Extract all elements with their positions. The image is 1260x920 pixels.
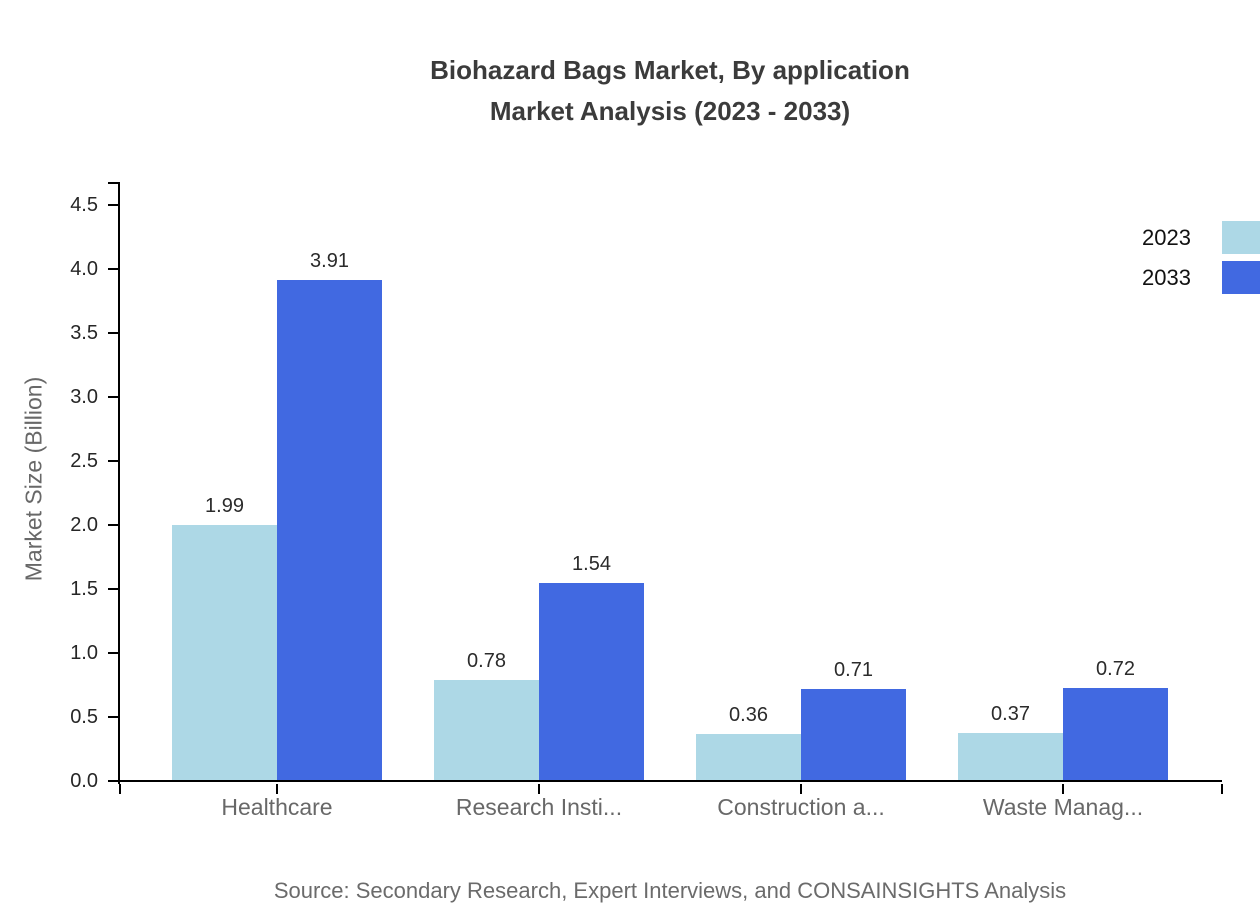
bar-2023-1	[434, 680, 539, 780]
y-tick-label: 0.5	[70, 706, 98, 728]
legend-label: 2033	[1142, 264, 1191, 290]
x-tick	[800, 784, 802, 794]
y-tick	[108, 588, 118, 590]
bar-value-label: 0.78	[467, 650, 506, 672]
x-tick	[276, 784, 278, 794]
y-tick	[108, 396, 118, 398]
y-tick	[108, 204, 118, 206]
x-category-label: Healthcare	[221, 794, 333, 820]
y-tick	[108, 268, 118, 270]
bar-2033-0	[277, 280, 382, 780]
bar-value-label: 0.37	[991, 703, 1030, 725]
y-tick	[108, 460, 118, 462]
y-axis-line	[118, 182, 120, 784]
bar-2023-2	[696, 734, 801, 780]
chart-title-line1: Biohazard Bags Market, By application	[430, 55, 910, 85]
bar-value-label: 3.91	[310, 250, 349, 272]
y-tick-label: 1.5	[70, 578, 98, 600]
bar-value-label: 0.72	[1096, 658, 1135, 680]
y-tick-label: 4.0	[70, 258, 98, 280]
y-tick-label: 0.0	[70, 770, 98, 792]
x-category-label: Waste Manag...	[982, 794, 1144, 820]
y-tick	[108, 716, 118, 718]
legend-item: 2033	[1142, 261, 1260, 294]
y-axis-end-tick	[108, 182, 118, 184]
legend-swatch	[1222, 261, 1260, 294]
bar-value-label: 0.36	[729, 704, 768, 726]
legend: 2023 2033	[1142, 221, 1260, 294]
bar-2023-0	[172, 525, 277, 780]
x-tick	[538, 784, 540, 794]
x-axis-end-tick	[1221, 784, 1223, 794]
y-tick-label: 2.5	[70, 450, 98, 472]
y-tick-label: 2.0	[70, 514, 98, 536]
y-tick-label: 3.5	[70, 322, 98, 344]
source-note: Source: Secondary Research, Expert Inter…	[273, 878, 1067, 903]
x-tick	[1062, 784, 1064, 794]
bar-value-label: 1.54	[572, 553, 611, 575]
chart-title: Biohazard Bags Market, By application Ma…	[120, 50, 1220, 132]
y-tick	[108, 780, 118, 782]
bar-value-label: 0.71	[834, 659, 873, 681]
y-tick-label: 1.0	[70, 642, 98, 664]
bar-2033-1	[539, 583, 644, 780]
x-axis-end-tick	[119, 784, 121, 794]
y-tick	[108, 652, 118, 654]
y-tick-label: 3.0	[70, 386, 98, 408]
bar-2033-3	[1063, 688, 1168, 780]
x-axis-line	[118, 780, 1222, 782]
bar-2023-3	[958, 733, 1063, 780]
chart-title-line2: Market Analysis (2023 - 2033)	[489, 96, 851, 126]
x-category-label: Construction a...	[717, 794, 885, 820]
plot-area: 0.0 0.5 1.0 1.5 2.0 2.5 3.0 3.5 4.0 4.5 Healthcare…	[70, 182, 1223, 820]
bar-value-label: 1.99	[205, 495, 244, 517]
legend-item: 2023	[1142, 221, 1260, 254]
bar-2033-2	[801, 689, 906, 780]
x-category-label: Research Insti...	[455, 794, 623, 820]
legend-swatch	[1222, 221, 1260, 254]
y-tick	[108, 332, 118, 334]
y-tick	[108, 524, 118, 526]
legend-label: 2023	[1142, 224, 1191, 250]
y-tick-label: 4.5	[70, 194, 98, 216]
